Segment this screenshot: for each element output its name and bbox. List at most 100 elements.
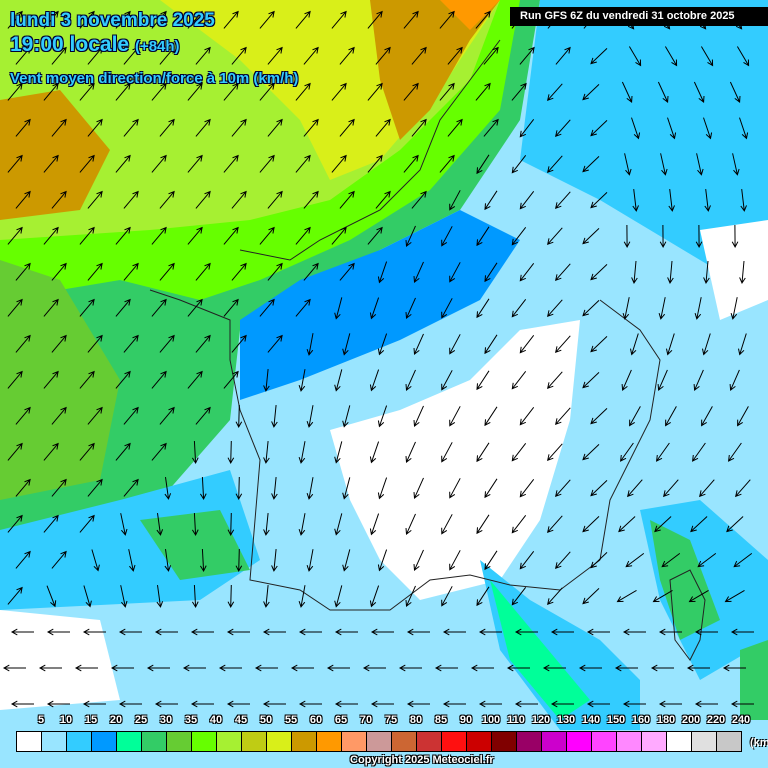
wind-arrow bbox=[159, 190, 175, 209]
wind-arrow bbox=[652, 589, 673, 603]
wind-arrow bbox=[87, 190, 103, 209]
wind-arrow bbox=[271, 405, 278, 428]
wind-arrow bbox=[15, 550, 31, 569]
wind-arrow bbox=[403, 154, 419, 173]
wind-arrow bbox=[263, 585, 270, 608]
legend-label: 55 bbox=[284, 714, 298, 726]
wind-arrow bbox=[10, 628, 34, 636]
wind-arrow bbox=[295, 226, 311, 245]
wind-arrow bbox=[377, 477, 388, 500]
wind-arrow bbox=[413, 477, 424, 500]
wind-arrow bbox=[694, 700, 718, 708]
wind-arrow bbox=[547, 227, 563, 245]
model-run-label: Run GFS 6Z du vendredi 31 octobre 2025 bbox=[510, 7, 768, 26]
wind-arrow bbox=[118, 700, 142, 708]
wind-arrow bbox=[691, 442, 706, 462]
wind-arrow bbox=[654, 516, 672, 533]
wind-arrow bbox=[182, 664, 206, 672]
legend-swatch bbox=[492, 732, 517, 751]
legend-label: 35 bbox=[184, 714, 198, 726]
wind-arrow bbox=[369, 369, 380, 392]
wind-arrow bbox=[154, 628, 178, 636]
wind-arrow bbox=[151, 10, 167, 29]
wind-arrow bbox=[582, 156, 600, 173]
legend-swatch bbox=[42, 732, 67, 751]
wind-arrow bbox=[484, 478, 498, 499]
wind-arrow bbox=[267, 190, 283, 209]
wind-arrow bbox=[405, 513, 416, 536]
wind-arrow bbox=[187, 226, 203, 245]
wind-arrow bbox=[547, 371, 563, 389]
legend-swatch bbox=[617, 732, 642, 751]
wind-arrow bbox=[476, 370, 490, 391]
wind-arrow bbox=[259, 10, 275, 29]
legend-label: 180 bbox=[656, 714, 676, 726]
wind-arrow bbox=[631, 117, 641, 140]
wind-arrow bbox=[441, 442, 453, 463]
wind-arrow bbox=[555, 263, 571, 281]
wind-arrow bbox=[662, 479, 679, 498]
legend-swatch bbox=[167, 732, 192, 751]
wind-arrow bbox=[271, 477, 278, 500]
wind-arrow bbox=[51, 334, 67, 353]
wind-arrow bbox=[298, 369, 306, 392]
wind-arrow bbox=[195, 190, 211, 209]
wind-arrow bbox=[441, 370, 453, 391]
legend-swatch bbox=[17, 732, 42, 751]
wind-arrow bbox=[665, 406, 677, 427]
wind-arrow bbox=[582, 300, 600, 317]
wind-arrow bbox=[476, 226, 490, 247]
wind-arrow bbox=[7, 586, 23, 605]
legend-swatch bbox=[367, 732, 392, 751]
wind-arrow bbox=[413, 333, 424, 356]
wind-arrow bbox=[295, 154, 311, 173]
wind-arrow bbox=[51, 262, 67, 281]
wind-arrow bbox=[506, 664, 530, 672]
wind-arrow bbox=[334, 441, 343, 464]
wind-arrow bbox=[439, 10, 455, 29]
wind-arrow bbox=[740, 189, 747, 212]
legend-swatch bbox=[117, 732, 142, 751]
wind-arrow bbox=[79, 154, 95, 173]
wind-arrow bbox=[375, 118, 391, 137]
wind-arrow bbox=[688, 589, 709, 603]
wind-arrow bbox=[550, 628, 574, 636]
wind-arrow bbox=[442, 628, 466, 636]
wind-arrow bbox=[511, 226, 527, 246]
wind-arrow bbox=[82, 700, 106, 708]
wind-arrow bbox=[306, 405, 314, 428]
wind-arrow bbox=[187, 298, 203, 317]
legend-label: 100 bbox=[481, 714, 501, 726]
wind-arrow bbox=[511, 298, 527, 318]
wind-arrow bbox=[199, 548, 207, 573]
legend-label: 240 bbox=[731, 714, 751, 726]
wind-arrow bbox=[405, 297, 416, 320]
wind-arrow bbox=[722, 664, 746, 672]
wind-arrow bbox=[298, 513, 306, 536]
wind-arrow bbox=[547, 587, 563, 605]
wind-arrow bbox=[483, 46, 499, 65]
wind-arrow bbox=[555, 46, 571, 65]
wind-arrow bbox=[267, 118, 283, 137]
wind-arrow bbox=[370, 700, 394, 708]
legend-label: 65 bbox=[334, 714, 348, 726]
wind-arrow bbox=[377, 405, 388, 428]
wind-arrow bbox=[303, 118, 319, 137]
wind-arrow bbox=[223, 10, 239, 29]
wind-arrow bbox=[79, 514, 95, 533]
legend-label: 40 bbox=[209, 714, 223, 726]
legend-swatch bbox=[417, 732, 442, 751]
wind-arrow bbox=[227, 512, 235, 537]
wind-arrow bbox=[578, 664, 602, 672]
wind-arrow bbox=[231, 262, 247, 281]
wind-arrow bbox=[267, 46, 283, 65]
wind-arrow bbox=[519, 46, 535, 65]
legend-label: 85 bbox=[434, 714, 448, 726]
wind-arrow bbox=[519, 190, 535, 210]
legend-label: 70 bbox=[359, 714, 373, 726]
wind-arrow bbox=[151, 154, 167, 173]
wind-arrow bbox=[447, 46, 463, 65]
legend-label: 130 bbox=[556, 714, 576, 726]
wind-arrow bbox=[51, 46, 67, 65]
legend-label: 90 bbox=[459, 714, 473, 726]
